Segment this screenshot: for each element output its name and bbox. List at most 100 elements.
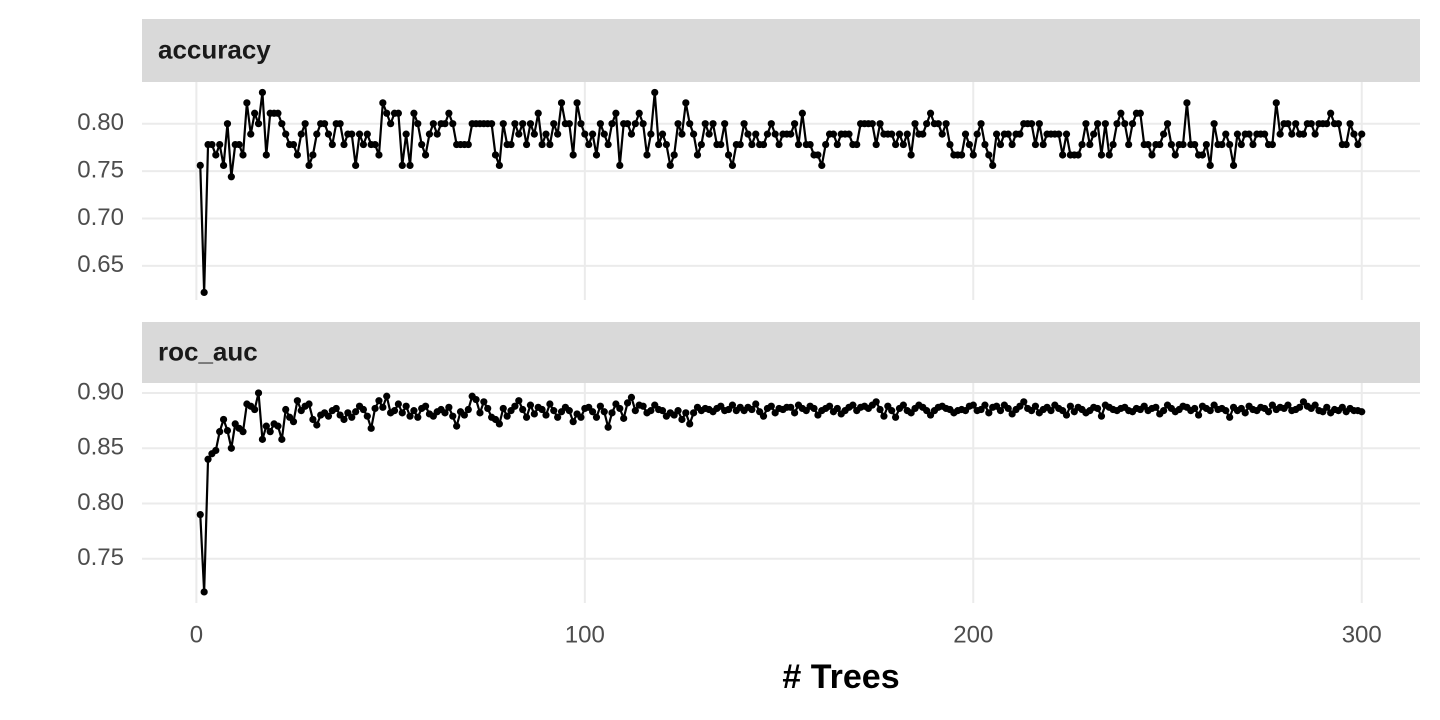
point: [550, 120, 558, 128]
point: [297, 130, 305, 138]
point: [934, 120, 942, 128]
point: [1090, 130, 1098, 138]
point: [371, 140, 379, 149]
point: [1144, 140, 1152, 149]
point: [608, 120, 616, 128]
y-tick-label: 0.80: [77, 109, 124, 136]
point: [985, 151, 993, 159]
strip: [142, 19, 1420, 82]
point: [907, 151, 915, 159]
point: [550, 407, 558, 415]
point: [546, 400, 554, 408]
point: [876, 120, 884, 128]
point: [596, 402, 604, 410]
point: [402, 402, 410, 410]
point: [1226, 140, 1234, 149]
point: [1097, 151, 1106, 159]
point: [806, 140, 814, 149]
point: [682, 99, 690, 107]
y-tick-label: 0.70: [77, 204, 124, 231]
point: [499, 404, 507, 413]
point: [1342, 140, 1350, 149]
point: [1016, 130, 1024, 138]
point: [429, 120, 437, 128]
y-tick-label: 0.75: [77, 544, 124, 571]
point: [969, 401, 977, 409]
point: [728, 401, 737, 409]
x-tick-label: 0: [190, 621, 203, 648]
point: [278, 120, 286, 128]
point: [1288, 130, 1296, 138]
point: [383, 109, 391, 117]
point: [1284, 401, 1292, 409]
point: [876, 405, 884, 414]
point: [686, 420, 694, 428]
point: [1117, 109, 1125, 117]
point: [923, 120, 931, 128]
point: [511, 402, 519, 410]
point: [1311, 401, 1319, 409]
x-tick-label: 100: [565, 621, 605, 648]
point: [526, 401, 535, 409]
point: [305, 400, 313, 408]
point: [519, 405, 527, 414]
point: [243, 99, 251, 107]
point: [701, 120, 709, 128]
point: [445, 109, 453, 117]
point: [320, 120, 329, 128]
point: [352, 161, 360, 170]
point: [293, 151, 301, 159]
point: [1284, 120, 1292, 128]
point: [1323, 403, 1331, 411]
point: [989, 161, 997, 170]
point: [709, 120, 717, 128]
point: [274, 109, 282, 117]
point: [336, 120, 344, 128]
point: [309, 151, 317, 159]
point: [274, 422, 282, 430]
point: [631, 120, 639, 128]
point: [1128, 120, 1137, 128]
point: [332, 404, 340, 413]
point: [414, 413, 422, 421]
point: [1264, 408, 1273, 416]
line: [199, 91, 1363, 294]
point: [557, 99, 566, 107]
point: [1350, 130, 1358, 138]
point: [406, 161, 414, 170]
point: [717, 140, 725, 149]
point: [223, 120, 232, 128]
point: [1233, 130, 1242, 138]
point: [453, 422, 461, 430]
point: [1222, 130, 1230, 138]
point: [324, 130, 333, 138]
point: [1276, 130, 1284, 138]
point: [441, 120, 449, 128]
point: [1078, 140, 1086, 149]
point: [705, 130, 713, 138]
point: [1055, 130, 1063, 138]
y-tick-label: 0.75: [77, 156, 124, 183]
point: [744, 130, 752, 138]
point: [790, 409, 799, 417]
point: [689, 409, 698, 417]
point: [891, 140, 900, 149]
point: [1241, 409, 1249, 417]
point: [289, 418, 298, 426]
point: [258, 88, 267, 97]
point: [620, 414, 628, 422]
point: [1152, 403, 1160, 411]
point: [678, 130, 686, 138]
point: [402, 130, 410, 138]
point: [643, 151, 651, 159]
point: [775, 140, 783, 149]
point: [662, 140, 671, 149]
point: [355, 130, 364, 138]
point: [507, 140, 515, 149]
point: [526, 120, 535, 128]
point: [589, 408, 597, 416]
point: [763, 130, 772, 138]
point: [981, 401, 989, 409]
point: [309, 415, 317, 424]
point: [771, 130, 779, 138]
